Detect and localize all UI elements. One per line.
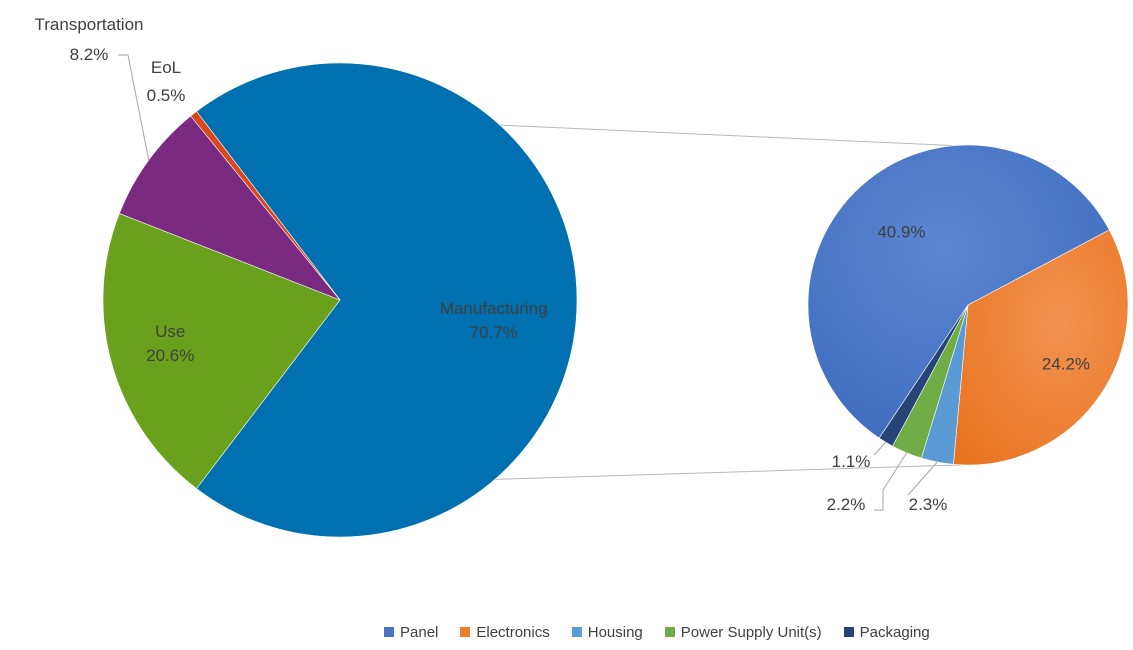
sub-slice-electronics [953, 229, 1129, 466]
leader-power-supply [874, 452, 908, 511]
leader-transportation [118, 54, 150, 161]
label-transportation-value: 8.2% [70, 45, 109, 64]
legend-swatch-power-supply [664, 627, 675, 637]
legend-item-power-supply: Power Supply Unit(s) [664, 623, 822, 641]
label-packaging-value: 1.1% [832, 452, 871, 471]
legend-swatch-electronics [460, 627, 471, 637]
legend-swatch-housing [571, 627, 582, 637]
legend-item-housing: Housing [571, 623, 643, 641]
legend-item-electronics: Electronics [460, 623, 550, 641]
labels: Manufacturing 70.7% Use 20.6% Transportation… [35, 15, 1091, 514]
legend-item-packaging: Packaging [843, 623, 930, 641]
label-power-supply-value: 2.2% [827, 495, 866, 514]
sub-slice-panel [807, 144, 1110, 439]
leader-packaging [873, 441, 887, 456]
main-slice-manufacturing [196, 62, 578, 538]
main-slice-use [102, 213, 341, 490]
legend-label-housing: Housing [587, 623, 643, 641]
label-transportation-name: Transportation [35, 15, 144, 34]
legend-label-packaging: Packaging [859, 623, 930, 641]
label-eol-value: 0.5% [147, 86, 186, 105]
legend: Panel Electronics Housing Power Supply U… [384, 620, 930, 644]
label-housing-value: 2.3% [909, 495, 948, 514]
legend-swatch-packaging [843, 627, 854, 637]
legend-label-panel: Panel [400, 623, 439, 641]
label-eol-name: EoL [151, 58, 181, 77]
label-panel-value: 40.9% [877, 222, 925, 241]
legend-label-power-supply: Power Supply Unit(s) [680, 623, 822, 641]
label-use-name: Use [155, 322, 185, 341]
label-electronics-value: 24.2% [1042, 354, 1090, 373]
legend-item-panel: Panel [384, 624, 438, 641]
legend-swatch-panel [384, 627, 394, 637]
sub-pie [807, 144, 1129, 466]
label-manufacturing-name: Manufacturing [440, 299, 548, 318]
main-pie [102, 62, 578, 538]
main-slice-eol [190, 110, 341, 301]
label-use-value: 20.6% [146, 346, 194, 365]
leader-housing [907, 461, 938, 496]
legend-label-electronics: Electronics [476, 623, 550, 641]
label-manufacturing-value: 70.7% [470, 323, 518, 342]
